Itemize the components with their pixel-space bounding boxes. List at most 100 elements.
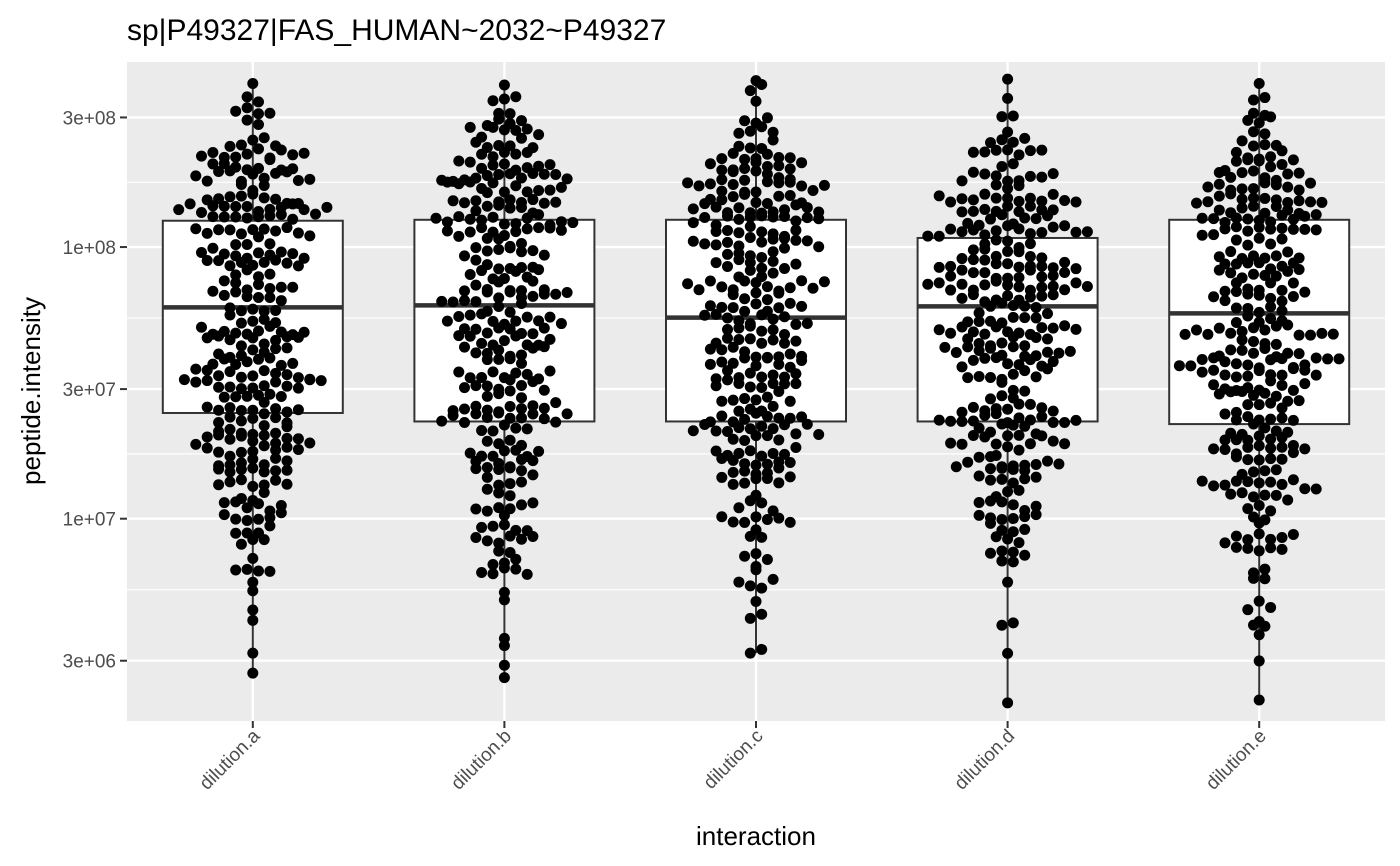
point-dilution.a	[247, 435, 259, 447]
point-dilution.d	[985, 213, 996, 225]
point-dilution.c	[739, 393, 751, 405]
point-dilution.b	[453, 310, 465, 322]
point-dilution.a	[201, 431, 213, 443]
point-dilution.e	[1276, 209, 1288, 221]
point-dilution.c	[761, 553, 773, 565]
point-dilution.c	[744, 647, 756, 659]
point-dilution.c	[773, 351, 785, 363]
point-dilution.b	[493, 199, 505, 211]
point-dilution.b	[459, 250, 470, 262]
point-dilution.c	[756, 420, 768, 432]
point-dilution.b	[516, 357, 527, 369]
point-dilution.c	[767, 246, 779, 258]
point-dilution.d	[1019, 511, 1031, 523]
point-dilution.a	[270, 427, 282, 439]
point-dilution.d	[1036, 402, 1048, 414]
point-dilution.c	[796, 355, 808, 367]
point-dilution.c	[756, 79, 768, 91]
point-dilution.b	[538, 413, 550, 425]
point-dilution.d	[945, 437, 957, 449]
point-dilution.d	[985, 495, 996, 507]
point-dilution.a	[247, 552, 259, 564]
point-dilution.e	[1208, 213, 1220, 225]
point-dilution.e	[1208, 443, 1220, 455]
point-dilution.d	[945, 327, 957, 339]
point-dilution.e	[1333, 353, 1345, 365]
point-dilution.b	[504, 530, 516, 542]
point-dilution.a	[241, 390, 253, 402]
point-dilution.e	[1253, 306, 1265, 318]
point-dilution.d	[1030, 301, 1042, 313]
point-dilution.c	[784, 176, 796, 188]
point-dilution.d	[939, 341, 951, 353]
point-dilution.b	[487, 121, 499, 133]
point-dilution.e	[1265, 292, 1277, 304]
point-dilution.d	[1059, 220, 1071, 232]
point-dilution.c	[761, 148, 773, 160]
point-dilution.c	[756, 450, 768, 462]
point-dilution.b	[487, 568, 499, 580]
point-dilution.d	[1002, 430, 1014, 442]
point-dilution.c	[756, 325, 768, 337]
point-dilution.b	[516, 379, 527, 391]
point-dilution.b	[527, 194, 539, 206]
point-dilution.d	[996, 134, 1008, 146]
point-dilution.a	[270, 376, 282, 388]
point-dilution.e	[1219, 295, 1231, 307]
point-dilution.b	[459, 382, 470, 394]
point-dilution.d	[1002, 235, 1014, 247]
point-dilution.b	[504, 353, 516, 365]
point-dilution.d	[1002, 576, 1014, 588]
point-dilution.c	[796, 300, 808, 312]
point-dilution.d	[979, 431, 991, 443]
point-dilution.e	[1270, 464, 1282, 476]
point-dilution.d	[979, 352, 991, 364]
point-dilution.b	[504, 374, 516, 386]
point-dilution.e	[1230, 530, 1242, 542]
point-dilution.c	[801, 418, 813, 430]
point-dilution.e	[1287, 290, 1299, 302]
point-dilution.b	[504, 385, 516, 397]
point-dilution.c	[727, 433, 739, 445]
point-dilution.c	[779, 419, 790, 431]
point-dilution.c	[727, 394, 739, 406]
point-dilution.b	[516, 297, 527, 309]
point-dilution.a	[201, 442, 213, 454]
point-dilution.e	[1276, 432, 1288, 444]
point-dilution.d	[996, 545, 1008, 557]
point-dilution.c	[761, 197, 773, 209]
point-dilution.a	[235, 415, 247, 427]
point-dilution.a	[196, 321, 207, 333]
point-dilution.d	[945, 223, 957, 235]
point-dilution.e	[1265, 313, 1277, 325]
point-dilution.c	[773, 477, 785, 489]
point-dilution.e	[1242, 604, 1254, 616]
point-dilution.c	[722, 248, 733, 260]
point-dilution.c	[739, 188, 751, 200]
point-dilution.a	[247, 667, 259, 679]
point-dilution.a	[224, 450, 236, 462]
point-dilution.d	[996, 209, 1008, 221]
point-dilution.b	[493, 407, 505, 419]
point-dilution.e	[1213, 388, 1225, 400]
point-dilution.b	[487, 177, 499, 189]
point-dilution.b	[493, 479, 505, 491]
point-dilution.a	[235, 383, 247, 395]
point-dilution.b	[481, 232, 493, 244]
point-dilution.d	[990, 321, 1002, 333]
point-dilution.d	[1059, 320, 1071, 332]
point-dilution.a	[253, 108, 264, 120]
point-dilution.e	[1299, 364, 1311, 376]
point-dilution.c	[767, 573, 779, 585]
point-dilution.d	[1019, 312, 1031, 324]
point-dilution.d	[945, 196, 957, 208]
point-dilution.c	[722, 224, 733, 236]
point-dilution.b	[533, 184, 545, 196]
point-dilution.a	[264, 210, 276, 222]
point-dilution.e	[1293, 184, 1305, 196]
point-dilution.c	[716, 410, 728, 422]
point-dilution.b	[533, 222, 545, 234]
point-dilution.a	[218, 509, 230, 521]
point-dilution.c	[750, 287, 762, 299]
point-dilution.c	[756, 337, 768, 349]
